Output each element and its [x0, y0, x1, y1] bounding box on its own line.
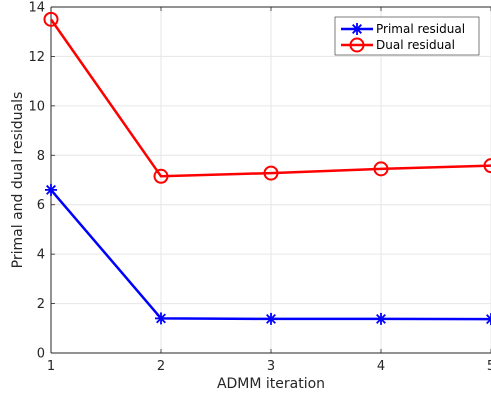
x-tick-label: 2: [157, 359, 165, 374]
y-tick-label: 8: [37, 149, 45, 164]
legend-marker: [351, 23, 363, 35]
dual-residual-line: [49, 18, 491, 178]
y-tick-labels: 0 2 4 6 8 10 12 14: [28, 1, 45, 362]
primal-residual-point: [485, 313, 491, 326]
legend-box: [334, 16, 480, 56]
y-tick-label: 10: [28, 99, 45, 114]
y-tick-label: 12: [28, 50, 45, 65]
dual-residual-point: [373, 161, 389, 177]
primal-residual-point: [375, 312, 387, 325]
y-tick-label: 14: [28, 1, 45, 16]
y-tick-label: 6: [37, 198, 45, 213]
dual-residual-point: [483, 158, 491, 174]
x-tick-label: 1: [47, 359, 55, 374]
x-tick-label: 4: [377, 359, 385, 374]
dual-residual-point: [43, 11, 59, 27]
y-tick-label: 2: [37, 297, 45, 312]
y-tick-label: 4: [37, 248, 45, 263]
x-tick-label: 5: [487, 359, 491, 374]
y-tick-label: 0: [37, 347, 45, 362]
legend-label: Dual residual: [376, 38, 455, 52]
primal-residual-point: [45, 183, 57, 196]
dual-residual-point: [153, 168, 169, 184]
x-tick-label: 3: [267, 359, 275, 374]
legend-item-primal: Primal residual: [341, 22, 465, 36]
x-tick-labels: 1 2 3 4 5: [47, 359, 491, 374]
legend-label: Primal residual: [376, 22, 465, 36]
y-axis-label: Primal and dual residuals: [10, 92, 26, 269]
primal-residual-point: [155, 312, 167, 325]
primal-residual-point: [265, 312, 277, 325]
legend-item-dual: Dual residual: [341, 37, 455, 53]
legend: Primal residual Dual residual: [334, 16, 480, 56]
series-layer: [43, 11, 491, 326]
dual-residual-point: [263, 165, 279, 181]
axes: [50, 6, 491, 354]
x-axis-label: ADMM iteration: [217, 376, 325, 392]
legend-marker: [349, 37, 365, 53]
